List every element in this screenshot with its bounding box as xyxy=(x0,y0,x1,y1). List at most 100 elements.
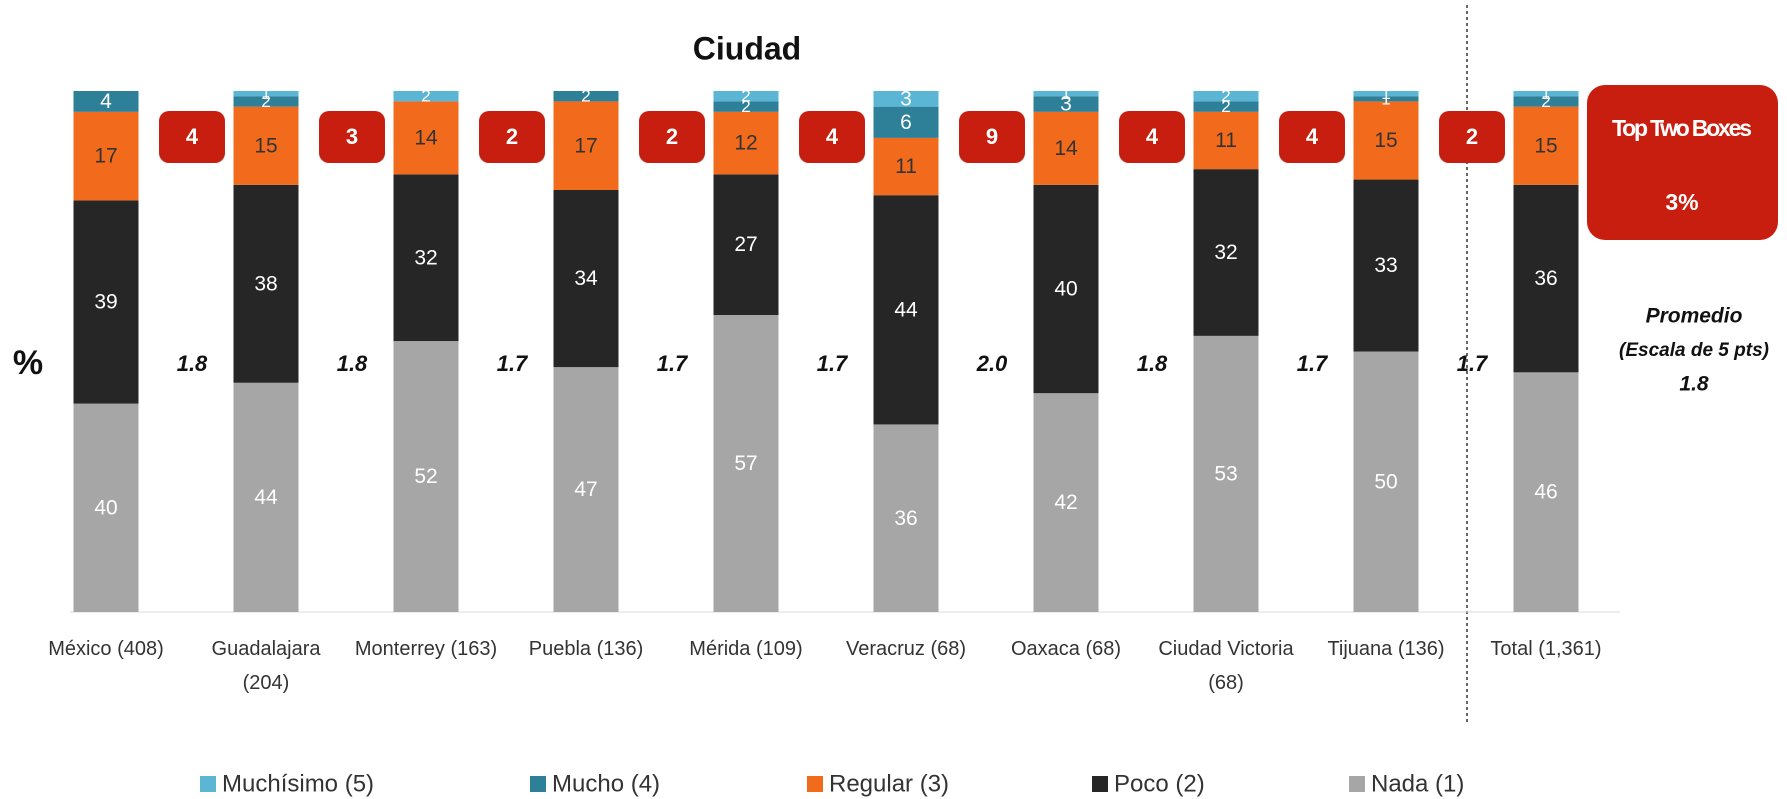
bar-value-label: 53 xyxy=(1214,462,1237,485)
bar-value-label: 46 xyxy=(1534,481,1557,504)
top-two-total-box xyxy=(1587,85,1778,240)
bar-value-label: 38 xyxy=(254,272,277,295)
promedio-label: 1.8 xyxy=(177,351,208,376)
top-two-box xyxy=(1119,111,1185,163)
promedio-label: 1.8 xyxy=(337,351,368,376)
bar-segment xyxy=(553,101,619,190)
bar-segment xyxy=(553,367,619,612)
bar-value-label: 44 xyxy=(254,486,278,509)
bar-value-label: 52 xyxy=(414,465,437,488)
bar-value-label: 11 xyxy=(1215,129,1237,152)
bar-value-label: 2 xyxy=(421,87,430,106)
bar-segment xyxy=(1353,179,1419,352)
legend-label: Poco (2) xyxy=(1114,770,1205,797)
bar-segment xyxy=(1033,111,1099,185)
top-two-label: 2 xyxy=(666,124,678,149)
bar-value-label: 57 xyxy=(734,452,757,475)
bar-value-label: 1 xyxy=(1541,84,1550,103)
bar-segment xyxy=(1513,96,1579,107)
x-tick-label: Monterrey (163) xyxy=(354,638,498,660)
bar-segment xyxy=(713,111,779,175)
bar-segment xyxy=(1193,91,1259,102)
top-two-box xyxy=(639,111,705,163)
bar-value-label: 17 xyxy=(574,134,597,157)
bar-value-label: 14 xyxy=(414,126,438,149)
bar-value-label: 1 xyxy=(261,84,270,103)
bar-value-label: 2 xyxy=(261,92,270,111)
bar-segment xyxy=(873,91,939,107)
bar-value-label: 34 xyxy=(574,267,598,290)
bar-segment xyxy=(393,101,459,175)
bar-value-label: 3 xyxy=(1060,93,1072,116)
promedio-label: 1.7 xyxy=(657,351,689,376)
promedio-label: 1.7 xyxy=(1297,351,1329,376)
bar-value-label: 39 xyxy=(94,291,117,314)
bar-value-label: 47 xyxy=(574,478,597,501)
x-tick-label: Tijuana (136) xyxy=(1327,638,1445,660)
bar-value-label: 32 xyxy=(414,246,437,269)
x-tick-label-box: Ciudad Victoria (68) xyxy=(1158,638,1293,694)
bar-segment xyxy=(713,315,779,612)
x-tick-label-box: Puebla (136) xyxy=(528,638,644,660)
bar-segment xyxy=(1193,101,1259,112)
x-tick-label-box: Mérida (109) xyxy=(689,638,803,660)
legend-label: Mucho (4) xyxy=(552,770,660,797)
bar-segment xyxy=(713,174,779,316)
promedio-subtitle: (Escala de 5 pts) xyxy=(1619,340,1769,361)
top-two-label: 2 xyxy=(506,124,518,149)
bar-segment xyxy=(233,184,299,383)
promedio-label: 1.7 xyxy=(1457,351,1489,376)
bar-segment xyxy=(393,174,459,342)
bar-value-label: 2 xyxy=(1541,92,1550,111)
bar-segment xyxy=(1033,91,1099,97)
bar-segment xyxy=(1513,372,1579,612)
top-two-label: 3 xyxy=(346,124,358,149)
bar-segment xyxy=(553,189,619,368)
bar-segment xyxy=(233,91,299,97)
bar-segment xyxy=(1353,351,1419,612)
bar-segment xyxy=(233,106,299,185)
x-tick-label: Guadalajara (204) xyxy=(211,638,321,694)
legend-swatch xyxy=(530,776,546,792)
bar-segment xyxy=(233,382,299,612)
x-tick-label: Mérida (109) xyxy=(689,638,803,660)
bar-value-label: 2 xyxy=(741,87,750,106)
bar-segment xyxy=(1353,91,1419,97)
bar-segment xyxy=(393,91,459,102)
legend-swatch xyxy=(807,776,823,792)
legend-label: Nada (1) xyxy=(1371,770,1464,797)
bar-segment xyxy=(553,91,619,102)
bar-value-label: 33 xyxy=(1374,254,1397,277)
top-two-label: 9 xyxy=(986,124,998,149)
top-two-box xyxy=(159,111,225,163)
bar-segment xyxy=(73,403,139,612)
top-two-label: 4 xyxy=(1146,124,1159,149)
legend-swatch xyxy=(1092,776,1108,792)
x-tick-label-box: México (408) xyxy=(48,638,164,660)
x-tick-label-box: Tijuana (136) xyxy=(1327,638,1445,660)
bar-segment xyxy=(1513,106,1579,185)
promedio-total-label: 1.8 xyxy=(1679,373,1709,396)
top-two-label: 4 xyxy=(1306,124,1319,149)
legend-swatch xyxy=(200,776,216,792)
top-two-box xyxy=(959,111,1025,163)
bar-segment xyxy=(1193,335,1259,612)
bar-value-label: 2 xyxy=(581,87,590,106)
bar-segment xyxy=(1033,184,1099,394)
bar-value-label: 40 xyxy=(1054,278,1077,301)
bar-segment xyxy=(73,200,139,404)
x-tick-label: Puebla (136) xyxy=(528,638,644,660)
bar-segment xyxy=(1033,96,1099,112)
x-tick-label: Oaxaca (68) xyxy=(1010,638,1122,660)
promedio-title: Promedio xyxy=(1646,305,1743,328)
bar-value-label: 11 xyxy=(895,155,917,178)
bar-value-label: 27 xyxy=(734,233,757,256)
bar-value-label: 4 xyxy=(100,90,112,113)
bar-segment xyxy=(233,96,299,107)
top-two-box xyxy=(1279,111,1345,163)
bar-value-label: 50 xyxy=(1374,470,1397,493)
chart-title: Ciudad xyxy=(693,30,801,66)
x-tick-label-box: Oaxaca (68) xyxy=(1010,638,1122,660)
top-two-title: Top Two Boxes xyxy=(1612,115,1752,141)
x-tick-label-box: Veracruz (68) xyxy=(846,638,966,660)
